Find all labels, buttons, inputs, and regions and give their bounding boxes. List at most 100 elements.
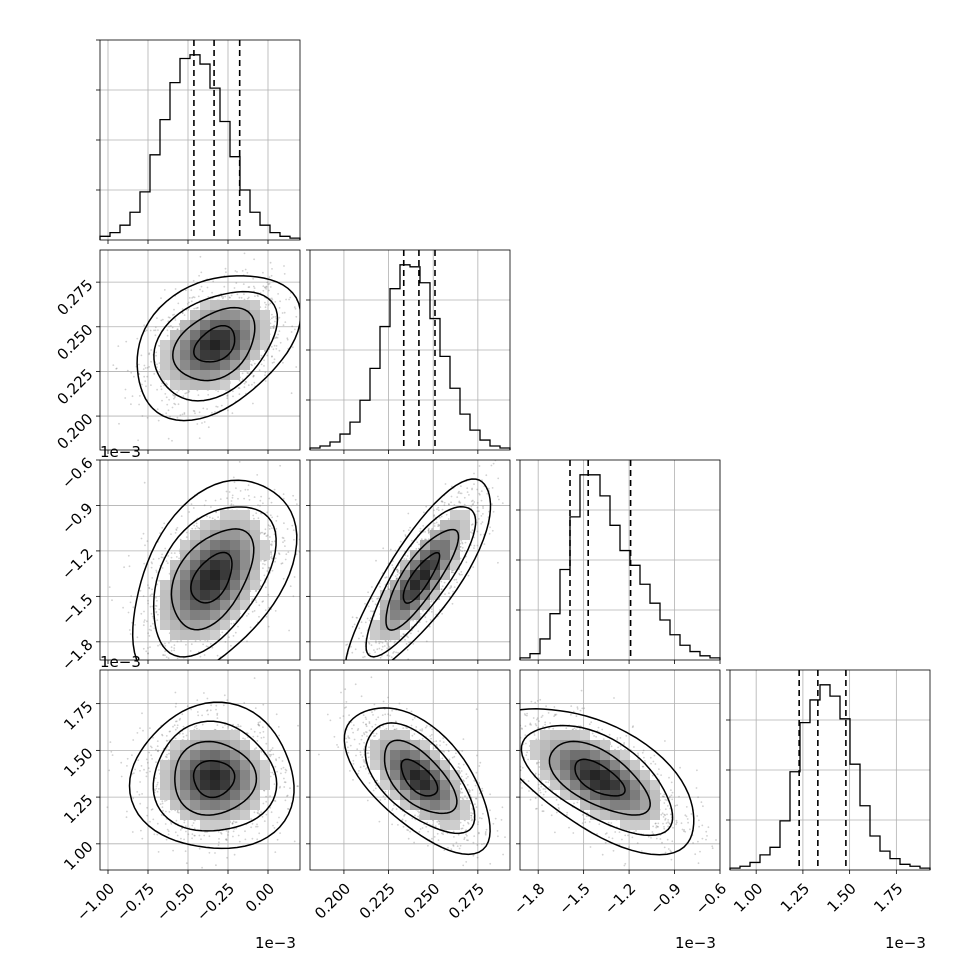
sample-point xyxy=(192,409,195,412)
sample-point xyxy=(441,501,444,503)
sample-point xyxy=(200,285,203,288)
sample-point xyxy=(145,650,148,653)
sample-point xyxy=(282,541,284,544)
sample-point xyxy=(170,533,172,535)
sample-point xyxy=(284,558,287,561)
sample-point xyxy=(173,308,175,311)
sample-point xyxy=(165,560,168,563)
sample-point xyxy=(156,363,158,366)
sample-point xyxy=(393,651,395,653)
sample-point xyxy=(144,544,146,547)
sample-point xyxy=(232,635,235,637)
sample-point xyxy=(201,290,204,293)
sample-point xyxy=(370,644,373,647)
sample-point xyxy=(433,509,435,512)
sample-point xyxy=(173,644,176,647)
density-cell xyxy=(190,310,200,320)
sample-point xyxy=(459,573,461,576)
sample-point xyxy=(228,296,231,299)
sample-point xyxy=(242,283,245,285)
density-cell xyxy=(240,570,250,580)
sample-point xyxy=(397,569,400,572)
density-cell xyxy=(240,340,250,350)
sample-point xyxy=(284,768,287,771)
sample-point xyxy=(394,575,397,578)
sample-point xyxy=(265,288,268,290)
sample-point xyxy=(143,324,146,327)
sample-point xyxy=(266,570,269,572)
sample-point xyxy=(444,593,446,595)
sample-point xyxy=(444,483,447,485)
density-cell xyxy=(250,560,260,570)
density-cell xyxy=(210,520,220,530)
sample-point xyxy=(489,526,491,529)
sample-point xyxy=(181,312,184,315)
sample-point xyxy=(202,643,204,646)
sample-point xyxy=(346,643,349,646)
sample-point xyxy=(253,496,256,498)
sample-point xyxy=(265,286,268,288)
sample-point xyxy=(156,619,159,621)
sample-point xyxy=(260,559,262,562)
density-cell xyxy=(220,580,230,590)
sample-point xyxy=(139,802,142,805)
sample-point xyxy=(181,413,184,416)
sample-point xyxy=(271,355,273,358)
sample-point xyxy=(131,831,134,833)
sample-point xyxy=(143,375,146,378)
sample-point xyxy=(497,477,500,480)
sample-point xyxy=(165,739,168,742)
sample-point xyxy=(271,313,273,316)
panel-content xyxy=(100,670,300,870)
sample-point xyxy=(155,610,158,613)
sample-point xyxy=(463,496,466,499)
sample-point xyxy=(272,327,275,329)
sample-point xyxy=(375,640,377,642)
sample-point xyxy=(238,296,241,299)
sample-point xyxy=(167,657,170,660)
sample-point xyxy=(260,495,262,498)
density-cells xyxy=(160,300,270,390)
sample-point xyxy=(471,488,473,491)
sample-point xyxy=(217,831,220,833)
sample-point xyxy=(181,827,183,830)
sample-point xyxy=(173,396,176,399)
sample-point xyxy=(470,531,472,534)
sample-point xyxy=(269,261,272,264)
contour-level-2 xyxy=(172,306,256,382)
sample-point xyxy=(269,322,272,325)
sample-point xyxy=(370,597,373,600)
sample-point xyxy=(440,588,443,591)
sample-point xyxy=(498,498,500,501)
sample-point xyxy=(155,596,157,599)
density-cell xyxy=(170,350,180,360)
density-cell xyxy=(160,610,170,620)
sample-point xyxy=(159,532,161,534)
sample-point xyxy=(179,717,181,720)
sample-point xyxy=(158,362,161,364)
sample-point xyxy=(150,384,152,386)
sample-point xyxy=(251,610,254,613)
sample-point xyxy=(144,380,147,383)
sample-point xyxy=(155,351,158,354)
sample-point xyxy=(194,819,196,822)
sample-point xyxy=(260,363,263,366)
sample-point xyxy=(488,532,491,535)
sample-point xyxy=(148,352,151,355)
sample-point xyxy=(251,822,254,825)
sample-point xyxy=(265,742,268,745)
sample-point xyxy=(159,643,161,646)
sample-point xyxy=(131,395,134,398)
sample-point xyxy=(460,485,462,488)
sample-point xyxy=(356,617,358,619)
sample-point xyxy=(274,301,277,303)
sample-point xyxy=(143,364,146,367)
sample-point xyxy=(216,714,219,716)
sample-point xyxy=(372,610,374,613)
sample-point xyxy=(160,385,162,388)
sample-point xyxy=(161,800,164,803)
sample-point xyxy=(424,616,427,619)
sample-point xyxy=(430,608,433,610)
sample-point xyxy=(263,560,266,562)
sample-point xyxy=(452,571,455,574)
